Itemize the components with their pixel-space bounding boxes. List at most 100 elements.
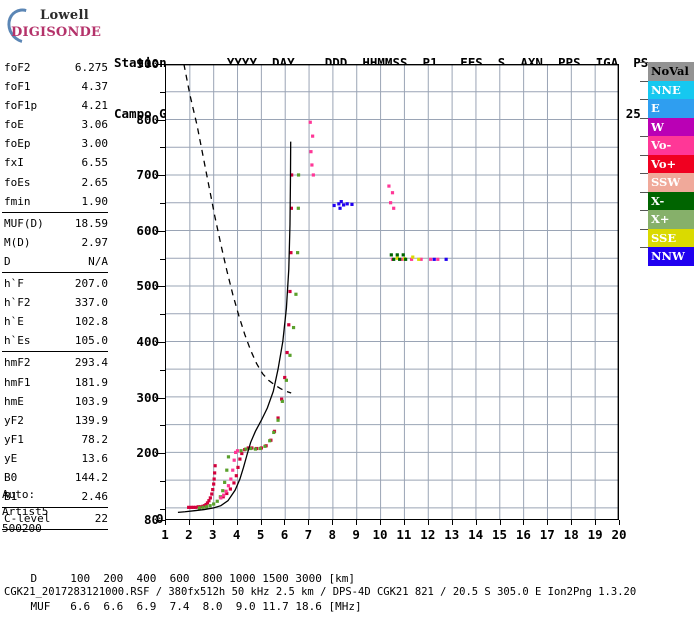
param-row: fxI 6.55 bbox=[2, 153, 110, 172]
x-axis-tick-label: 13 bbox=[444, 527, 460, 542]
param-key: fmin bbox=[4, 194, 31, 208]
series-point bbox=[291, 325, 296, 330]
param-value: 139.9 bbox=[74, 413, 108, 427]
ionogram-plot[interactable] bbox=[165, 64, 619, 520]
param-separator bbox=[2, 529, 108, 531]
series-point bbox=[337, 202, 341, 206]
legend-item-sse[interactable]: SSE bbox=[648, 228, 694, 247]
legend-item-e[interactable]: E bbox=[648, 99, 694, 118]
muf-row: MUF 6.6 6.6 6.9 7.4 8.0 9.0 11.7 18.6 [M… bbox=[30, 600, 362, 613]
param-row: fmin 1.90 bbox=[2, 192, 110, 211]
param-key: MUF(D) bbox=[4, 216, 44, 230]
y-axis-zero-artifact: 0 bbox=[156, 511, 164, 526]
y-axis-tick-label: 800 bbox=[136, 111, 159, 127]
series-point bbox=[404, 257, 408, 261]
param-key: foF2 bbox=[4, 61, 31, 74]
legend-tick bbox=[640, 117, 648, 119]
legend-item-x-[interactable]: X- bbox=[648, 191, 694, 210]
x-axis-tick-label: 9 bbox=[352, 527, 360, 542]
param-value: 4.37 bbox=[81, 80, 109, 94]
series-point bbox=[332, 203, 336, 208]
series-point bbox=[342, 203, 346, 207]
param-key: M(D) bbox=[4, 235, 31, 249]
legend-item-ssw[interactable]: SSW bbox=[648, 173, 694, 192]
y-axis-tick bbox=[160, 258, 165, 260]
series-point bbox=[409, 257, 414, 261]
param-row: M(D) 2.97 bbox=[2, 233, 110, 252]
series-point bbox=[392, 206, 396, 210]
series-point bbox=[213, 471, 217, 475]
param-row: hmF1 181.9 bbox=[2, 373, 110, 392]
series-point bbox=[226, 455, 231, 459]
param-key: h`F bbox=[4, 277, 24, 291]
series-point bbox=[240, 451, 244, 456]
x-axis-tick bbox=[571, 520, 573, 525]
param-key: D bbox=[4, 254, 11, 268]
series-point bbox=[215, 499, 219, 503]
legend-tick bbox=[640, 228, 648, 230]
series-point bbox=[287, 323, 291, 327]
series-point bbox=[232, 458, 236, 462]
y-axis-tick bbox=[156, 230, 165, 232]
series-point bbox=[290, 173, 294, 177]
lowell-digisonde-logo: Lowell DIGISONDE bbox=[0, 2, 116, 50]
legend-item-noval[interactable]: NoVal bbox=[648, 62, 694, 81]
legend-item-x-[interactable]: X+ bbox=[648, 210, 694, 229]
legend-tick bbox=[640, 173, 648, 174]
series-point bbox=[296, 173, 301, 177]
param-key: hmE bbox=[4, 394, 24, 408]
legend-item-w[interactable]: W bbox=[648, 117, 694, 136]
x-axis-tick-label: 3 bbox=[209, 527, 217, 542]
x-axis-tick-label: 1 bbox=[161, 527, 169, 542]
series-point bbox=[258, 446, 262, 451]
autoscale-info: Auto: Artist5 500200 bbox=[2, 486, 48, 537]
y-axis-tick bbox=[156, 342, 165, 344]
logo-line-lowell: Lowell bbox=[40, 8, 89, 23]
series-point bbox=[226, 484, 231, 488]
series-point bbox=[288, 289, 292, 294]
param-key: B0 bbox=[4, 470, 18, 484]
param-row: B1 2.46 bbox=[2, 487, 110, 506]
legend-item-nnw[interactable]: NNW bbox=[648, 247, 694, 266]
param-separator bbox=[2, 272, 108, 274]
x-axis-tick bbox=[188, 520, 190, 525]
series-point bbox=[246, 446, 250, 450]
series-point bbox=[253, 447, 258, 451]
param-value: 293.4 bbox=[74, 356, 108, 370]
series-point bbox=[395, 256, 399, 260]
series-point bbox=[221, 495, 225, 499]
param-row: hmF2 293.4 bbox=[2, 353, 110, 372]
param-value: 1.90 bbox=[81, 194, 109, 208]
series-point bbox=[225, 468, 229, 472]
y-axis-tick-label: 80 bbox=[143, 512, 159, 527]
x-axis-tick bbox=[236, 520, 238, 525]
x-axis-tick bbox=[451, 520, 453, 525]
legend-item-nne[interactable]: NNE bbox=[648, 80, 694, 99]
y-axis-tick bbox=[156, 119, 165, 121]
param-key: yF1 bbox=[4, 432, 24, 446]
series-point bbox=[419, 257, 423, 261]
logo-line-digisonde: DIGISONDE bbox=[11, 25, 102, 40]
x-axis-tick bbox=[165, 520, 166, 525]
series-point bbox=[289, 251, 293, 255]
legend-item-vo-[interactable]: Vo+ bbox=[648, 154, 694, 173]
y-axis-tick-label: 400 bbox=[136, 334, 159, 350]
param-key: yF2 bbox=[4, 413, 24, 427]
x-axis-tick-label: 19 bbox=[587, 527, 603, 542]
series-point bbox=[294, 292, 298, 296]
param-value: 18.59 bbox=[74, 216, 108, 230]
param-row: h`F 207.0 bbox=[2, 274, 110, 293]
y-axis-tick bbox=[156, 453, 165, 455]
y-axis-tick bbox=[160, 147, 165, 149]
legend-tick bbox=[640, 191, 648, 193]
series-point bbox=[390, 191, 395, 195]
series-point bbox=[207, 499, 211, 503]
y-axis-tick bbox=[156, 64, 165, 65]
param-value: N/A bbox=[88, 254, 108, 268]
legend-item-vo-[interactable]: Vo- bbox=[648, 136, 694, 155]
series-point bbox=[191, 505, 196, 509]
series-point bbox=[338, 206, 342, 210]
series-point bbox=[444, 257, 448, 261]
param-value: 2.65 bbox=[81, 175, 109, 189]
direction-legend[interactable]: NoVal NNE E W Vo- Vo+ SSW X- X+ SSE NNW bbox=[648, 62, 694, 266]
